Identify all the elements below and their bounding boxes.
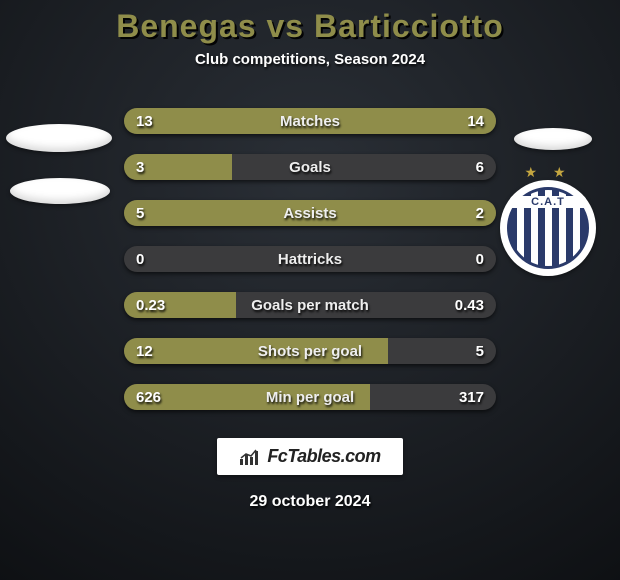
stat-bar-left [124, 292, 236, 318]
comparison-title: Benegas vs Barticciotto [116, 8, 504, 45]
stat-row: 36Goals [124, 154, 496, 180]
stat-bar-left [124, 200, 388, 226]
subtitle: Club competitions, Season 2024 [195, 51, 425, 68]
stat-bar-right [303, 108, 496, 134]
stat-bar-left [124, 108, 303, 134]
stat-bar-bg [124, 246, 496, 272]
date: 29 october 2024 [250, 493, 371, 511]
player1-name: Benegas [116, 8, 256, 44]
chart-icon [239, 448, 261, 466]
stat-row: 626317Min per goal [124, 384, 496, 410]
stat-row: 00Hattricks [124, 246, 496, 272]
stat-row: 52Assists [124, 200, 496, 226]
vs-separator: vs [267, 8, 305, 44]
stat-bar-left [124, 338, 388, 364]
player2-name: Barticciotto [314, 8, 504, 44]
stat-row: 0.230.43Goals per match [124, 292, 496, 318]
brand-text: FcTables.com [267, 446, 380, 467]
stat-bar-left [124, 384, 370, 410]
stat-bar-left [124, 154, 232, 180]
stat-row: 125Shots per goal [124, 338, 496, 364]
stat-bar-right [388, 200, 496, 226]
stat-row: 1314Matches [124, 108, 496, 134]
branding: FcTables.com [217, 438, 402, 475]
stats-container: 1314Matches 36Goals 52Assists 00Hattricks 0.… [124, 108, 496, 410]
